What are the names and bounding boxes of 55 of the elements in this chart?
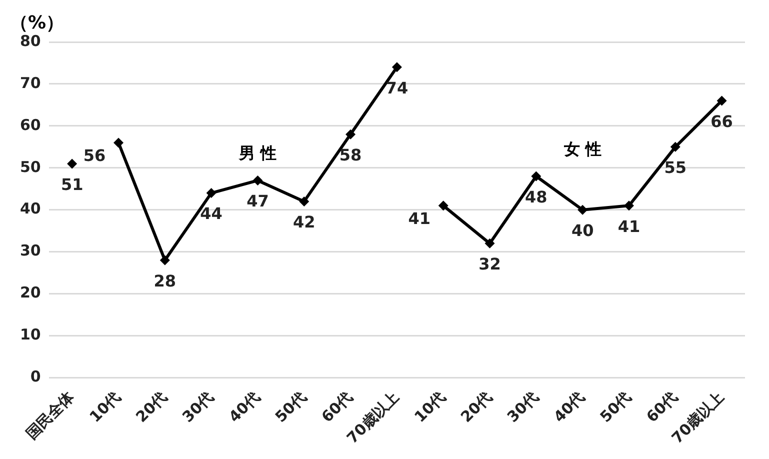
point [438,200,448,211]
series-label: 男 性 [238,144,276,163]
y-axis-title: （%） [10,12,64,34]
x-tick-label: 60代 [642,388,681,426]
series-label: 女 性 [562,139,602,158]
x-tick-label: 40代 [225,388,264,426]
data-label: 42 [292,212,316,232]
point [346,129,356,140]
point [113,138,124,148]
point [484,238,495,248]
y-tick-label: 40 [20,200,41,218]
y-tick-label: 80 [20,32,41,50]
point [716,96,727,106]
point [392,62,402,72]
point [624,200,634,211]
x-tick-label: 40代 [550,388,588,426]
data-label: 55 [664,158,687,178]
x-tick-label: 50代 [272,388,310,426]
y-tick-label: 10 [20,326,41,344]
data-label: 58 [339,145,362,164]
x-tick-label: 20代 [132,388,170,426]
data-label: 48 [525,187,548,206]
y-tick-label: 30 [20,242,41,260]
data-label: 41 [408,208,430,228]
y-tick-label: 70 [20,74,41,92]
x-tick-label: 60代 [318,388,356,426]
data-label: 66 [710,112,733,131]
x-tick-label: 30代 [504,388,542,426]
y-tick-label: 20 [20,284,41,302]
x-tick-label: 20代 [457,388,496,426]
data-label: 32 [478,254,501,274]
y-tick-label: 60 [20,116,41,134]
point [67,158,78,169]
data-label: 74 [386,78,408,98]
x-tick-label: 50代 [596,388,635,426]
data-label: 40 [571,221,594,240]
point [252,175,263,186]
data-label: 41 [618,216,640,236]
y-tick-label: 0 [30,368,41,386]
data-label: 56 [83,146,106,165]
point [578,204,588,215]
x-tick-label: 国民全体 [22,387,78,444]
point [531,171,542,182]
point [670,142,680,152]
data-label: 47 [246,192,269,211]
x-tick-label: 10代 [86,388,124,426]
y-tick-label: 50 [20,158,41,176]
point [160,255,170,266]
point [206,188,216,198]
data-label: 44 [200,204,222,224]
data-label: 51 [60,174,84,194]
x-tick-label: 10代 [410,388,449,426]
point [299,196,310,206]
x-tick-label: 30代 [178,388,217,426]
data-label: 28 [154,271,176,290]
